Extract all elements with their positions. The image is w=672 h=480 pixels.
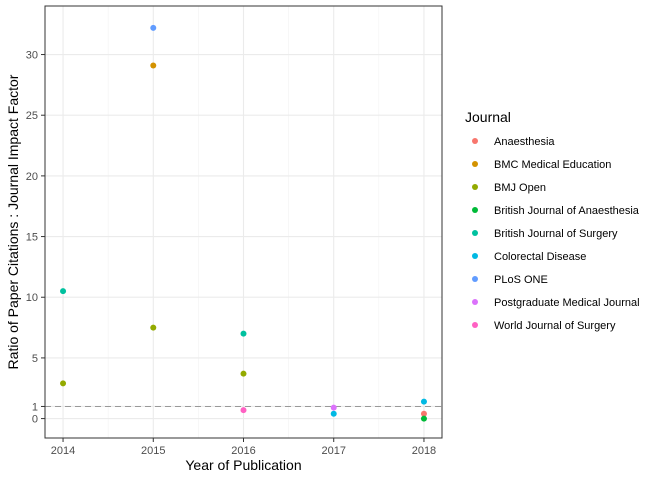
x-axis-ticks: 2014 2015 2016 2017 2018	[51, 438, 436, 457]
x-tick-label: 2014	[51, 445, 75, 457]
data-point	[150, 62, 157, 69]
legend-label: Postgraduate Medical Journal	[494, 297, 640, 309]
y-tick-label: 10	[26, 292, 38, 304]
y-tick-label: 0	[32, 414, 38, 426]
legend-key	[472, 322, 478, 328]
legend-label: BMJ Open	[494, 182, 546, 194]
data-point	[330, 404, 337, 411]
legend-label: World Journal of Surgery	[494, 320, 616, 332]
x-tick-label: 2015	[141, 445, 165, 457]
legend-key	[472, 138, 478, 144]
legend-label: PLoS ONE	[494, 274, 548, 286]
legend-key	[472, 184, 478, 190]
legend-label: BMC Medical Education	[494, 159, 611, 171]
data-point	[60, 380, 67, 387]
data-point	[420, 410, 427, 417]
y-tick-label: 5	[32, 353, 38, 365]
legend-key	[472, 253, 478, 259]
y-tick-label: 20	[26, 171, 38, 183]
legend-key	[472, 276, 478, 282]
data-point	[60, 288, 67, 295]
data-point	[420, 415, 427, 422]
data-points	[60, 24, 427, 422]
data-point	[420, 398, 427, 405]
legend-label: Anaesthesia	[494, 136, 555, 148]
data-point	[330, 410, 337, 417]
y-axis-title: Ratio of Paper Citations : Journal Impac…	[5, 74, 21, 369]
data-point	[240, 330, 247, 337]
x-axis-title: Year of Publication	[185, 457, 301, 473]
y-tick-label: 25	[26, 110, 38, 122]
data-point	[150, 24, 157, 31]
y-tick-label: 15	[26, 232, 38, 244]
y-tick-label: 1	[32, 401, 38, 413]
plot-panel	[44, 5, 443, 439]
gridlines	[45, 6, 442, 438]
legend-title: Journal	[465, 109, 511, 125]
legend-key	[472, 207, 478, 213]
x-tick-label: 2017	[321, 445, 345, 457]
x-tick-label: 2016	[231, 445, 255, 457]
legend: Journal Anaesthesia BMC Medical Education…	[465, 109, 640, 332]
legend-key	[472, 161, 478, 167]
x-tick-label: 2018	[412, 445, 436, 457]
legend-items: Anaesthesia BMC Medical Education BMJ Open…	[472, 136, 640, 332]
legend-key	[472, 299, 478, 305]
legend-label: British Journal of Anaesthesia	[494, 205, 640, 217]
legend-key	[472, 230, 478, 236]
data-point	[240, 370, 247, 377]
legend-label: British Journal of Surgery	[494, 228, 618, 240]
data-point	[150, 324, 157, 331]
legend-label: Colorectal Disease	[494, 251, 586, 263]
data-point	[240, 407, 247, 414]
y-tick-label: 30	[26, 50, 38, 62]
